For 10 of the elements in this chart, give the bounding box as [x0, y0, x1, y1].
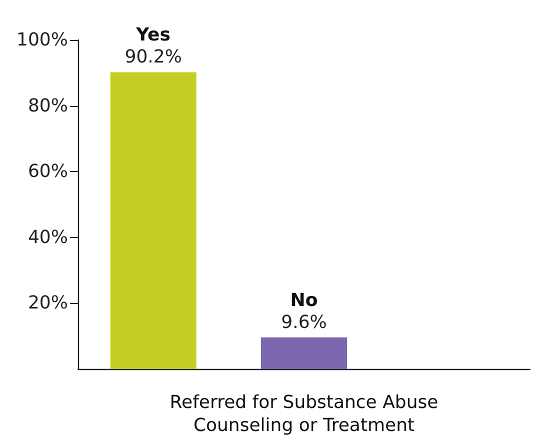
data-label: 9.6% [281, 312, 327, 333]
y-tick-label: 80% [28, 95, 68, 116]
x-tick-label: No [290, 290, 318, 311]
y-tick-label: 40% [28, 226, 68, 248]
x-tick-label: Yes [135, 24, 170, 46]
x-axis-title: Referred for Substance Abuse Counseling or Treatment [170, 392, 438, 436]
data-label: 90.2% [124, 46, 182, 68]
y-tick-label: 20% [28, 292, 68, 314]
y-tick-label: 100% [16, 30, 68, 50]
y-tick-label: 60% [28, 161, 68, 182]
